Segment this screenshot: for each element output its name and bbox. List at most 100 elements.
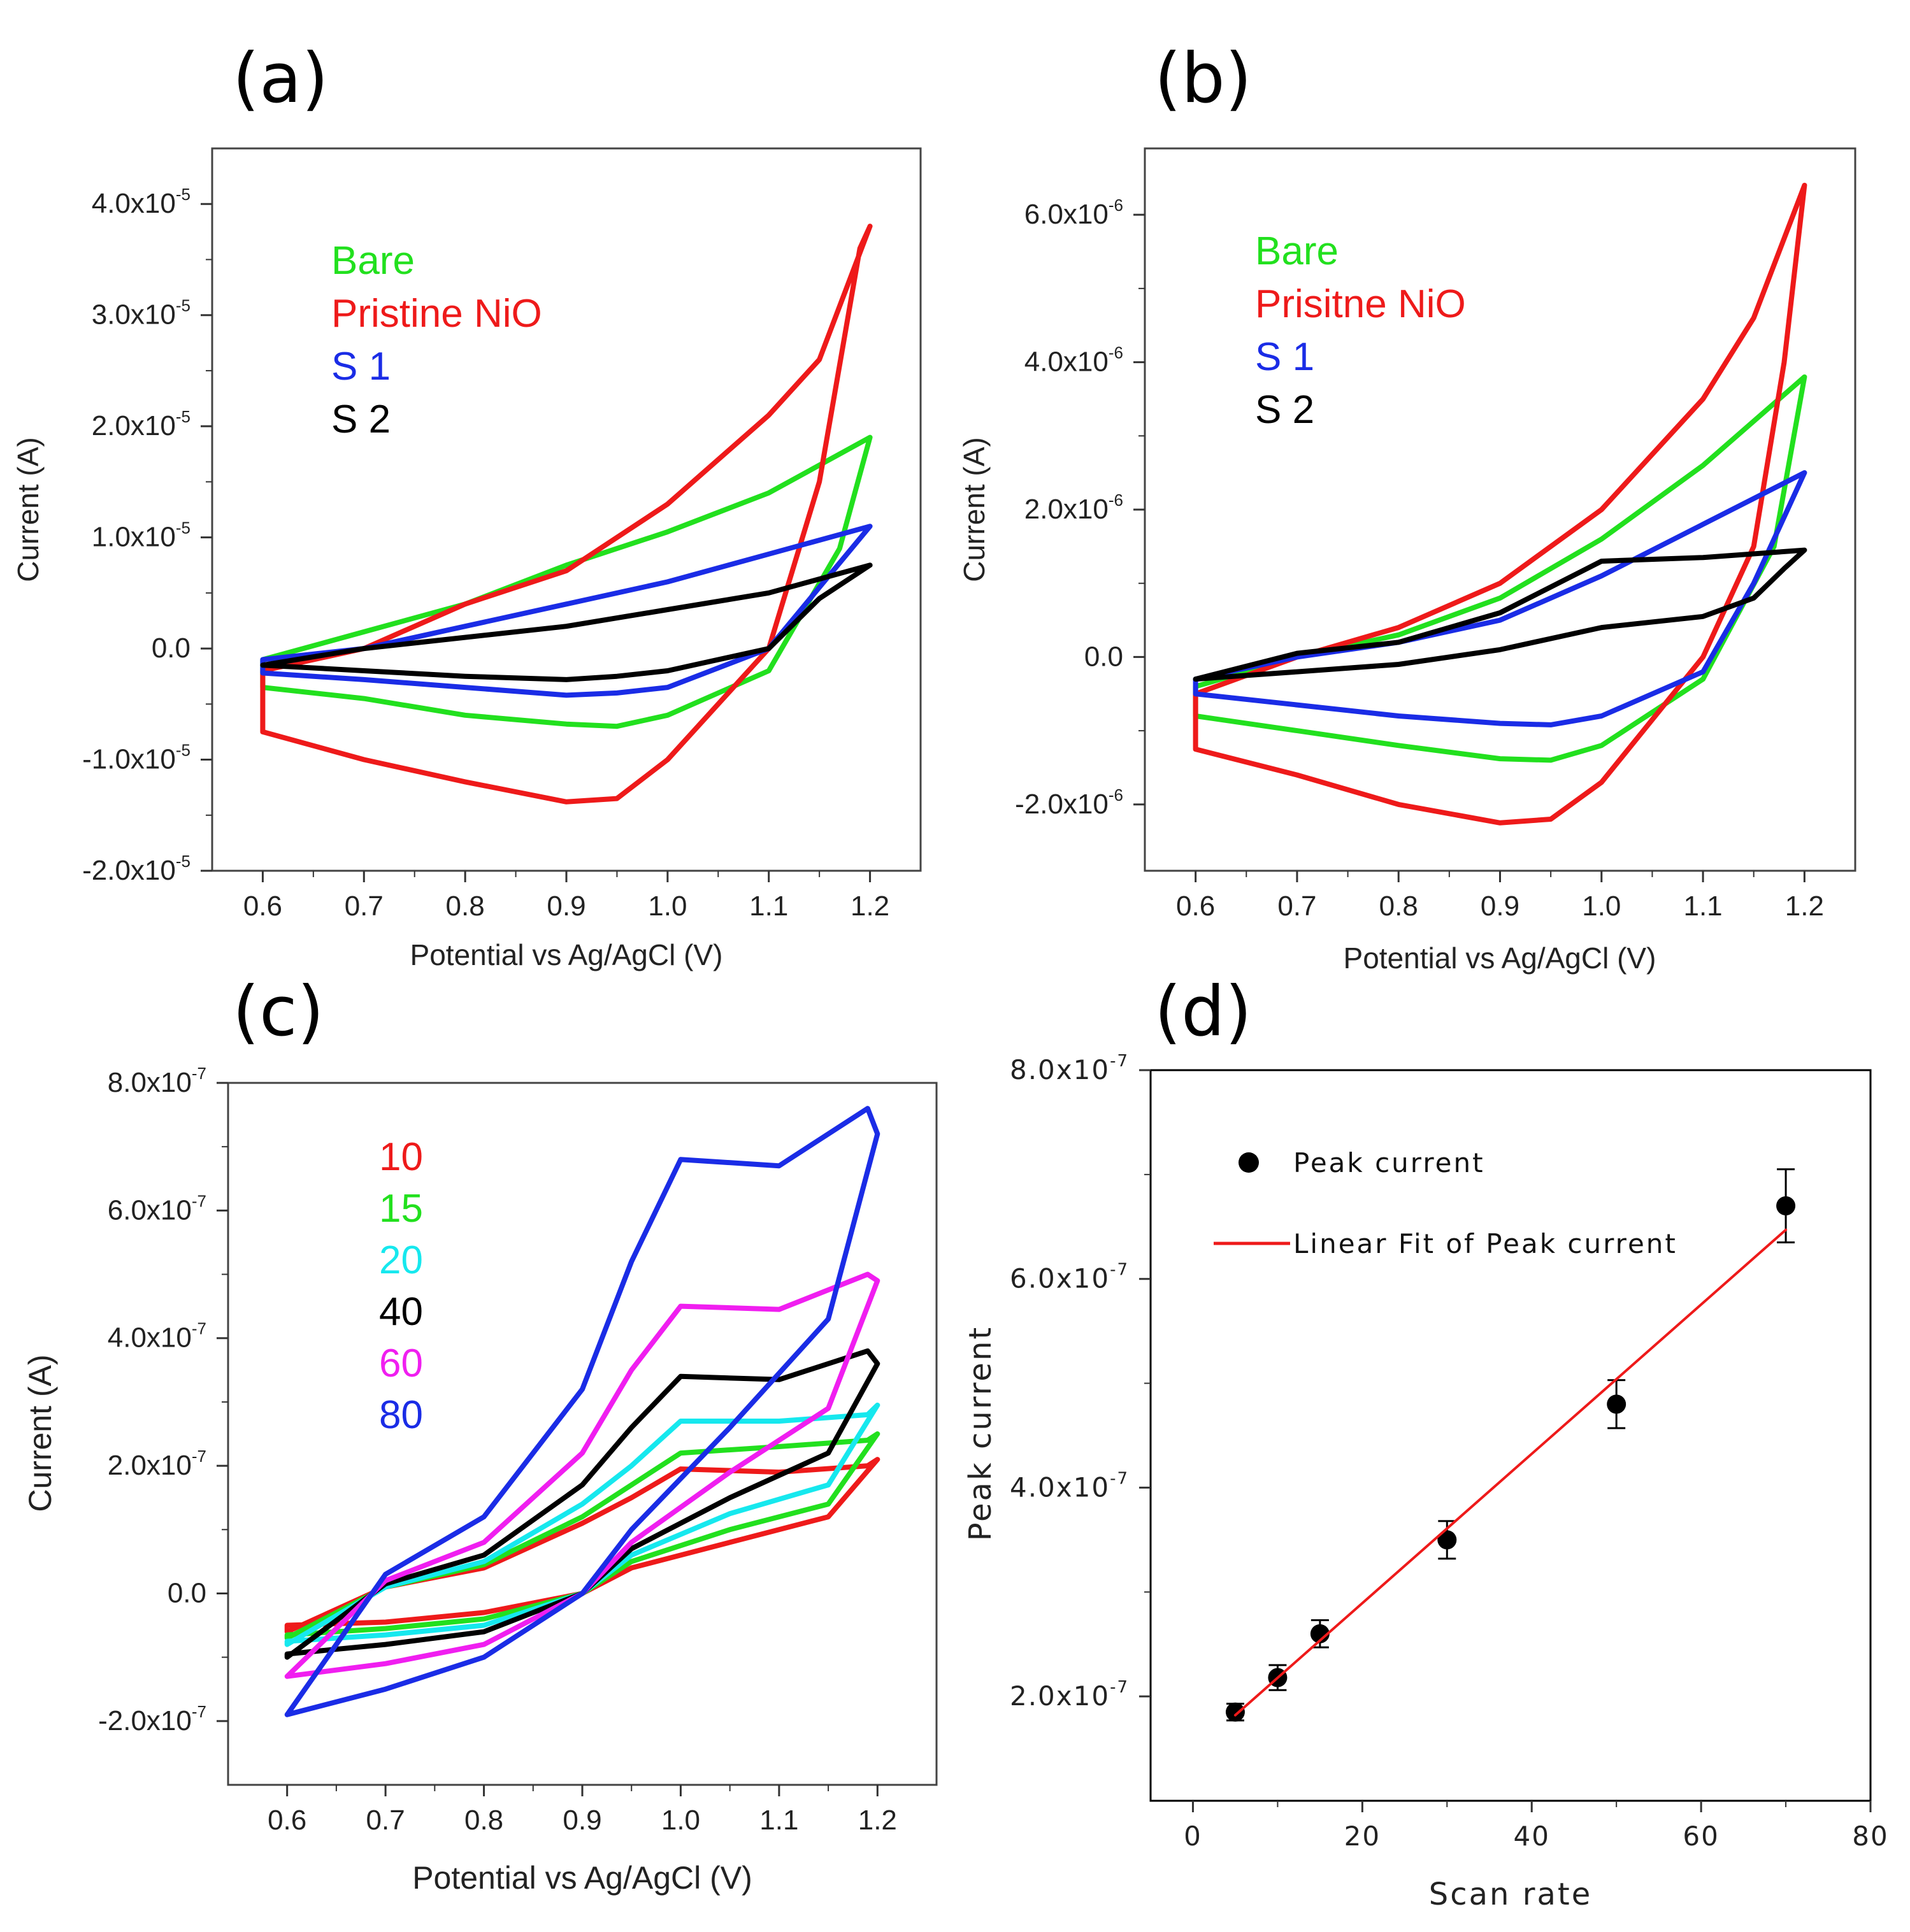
legend-80-c: 80 (379, 1393, 423, 1437)
legend-s1-a: S 1 (331, 345, 391, 389)
x-tick-label: 0.7 (366, 1805, 405, 1836)
x-tick-label: 1.0 (661, 1805, 700, 1836)
chart-panel-b: 0.6 0.7 0.8 0.9 1.0 1.1 1.2 6.0x10-6 4.0x10-6 2.0… (958, 147, 1856, 975)
y-tick-label: 1.0x10-5 (92, 519, 190, 553)
series-line-pristine-nio (260, 224, 873, 805)
x-tick-label: 80 (1852, 1821, 1888, 1852)
legend-bare-a: Bare (331, 239, 415, 283)
legend-s1-b: S 1 (1255, 335, 1314, 379)
y-tick-label: 6.0x10-6 (1024, 196, 1123, 230)
axis-ticks-b: 0.6 0.7 0.8 0.9 1.0 1.1 1.2 6.0x10-6 4.0x10-6 2.0… (1015, 196, 1824, 922)
legend-10-c: 10 (379, 1135, 423, 1179)
y-tick-label: -1.0x10-5 (82, 741, 190, 775)
series-line-s-1 (1193, 470, 1807, 727)
x-tick-label: 1.1 (1683, 891, 1722, 922)
y-axis-label-d: Peak current (963, 1326, 998, 1541)
chart-panel-c: 0.6 0.7 0.8 0.9 1.0 1.1 1.2 8.0x10-7 6.0x10-7 4.0… (22, 1064, 938, 1896)
y-axis-label-a: Current (A) (11, 437, 45, 582)
series-line-s-2 (1193, 547, 1807, 682)
x-tick-label: 0.9 (1481, 891, 1519, 922)
series-line-10 (284, 1457, 880, 1635)
x-tick-label: 0.6 (1176, 891, 1215, 922)
data-point-peak-current (1437, 1530, 1457, 1550)
y-axis-label-c: Current (A) (22, 1354, 58, 1512)
series-group-b (1193, 182, 1807, 826)
x-axis-label-a: Potential vs Ag/AgCl (V) (410, 938, 723, 971)
legend-bare-b: Bare (1255, 229, 1339, 273)
legend-60-c: 60 (379, 1342, 423, 1385)
x-tick-label: 0.6 (243, 891, 282, 922)
panel-label-d: (d) (1154, 972, 1252, 1052)
axis-ticks-c: 0.6 0.7 0.8 0.9 1.0 1.1 1.2 8.0x10-7 6.0x10-7 4.0… (98, 1064, 897, 1836)
series-group-d (1225, 1168, 1796, 1722)
plot-frame-a (211, 147, 922, 872)
x-tick-label: 60 (1683, 1821, 1719, 1852)
legend-40-c: 40 (379, 1290, 423, 1334)
data-point-peak-current (1607, 1394, 1626, 1414)
y-tick-label: 2.0x10-6 (1024, 490, 1123, 525)
y-tick-label: 4.0x10-6 (1024, 343, 1123, 378)
legend-pristine-b: Prisitne NiO (1255, 282, 1466, 326)
x-axis-label-c: Potential vs Ag/AgCl (V) (412, 1860, 752, 1896)
y-tick-label: 0.0 (1084, 641, 1123, 672)
panel-label-a: (a) (233, 39, 328, 118)
y-tick-label: 4.0x10-7 (108, 1319, 206, 1354)
legend-15-c: 15 (379, 1187, 423, 1231)
y-tick-label: 8.0x10-7 (1010, 1052, 1129, 1085)
y-axis-label-b: Current (A) (958, 437, 991, 582)
y-tick-label: -2.0x10-5 (82, 852, 190, 886)
y-tick-label: -2.0x10-6 (1015, 785, 1123, 820)
x-tick-label: 1.1 (759, 1805, 798, 1836)
x-tick-label: 1.0 (1582, 891, 1621, 922)
y-tick-label: 6.0x10-7 (108, 1191, 206, 1226)
data-point-peak-current (1310, 1624, 1330, 1643)
x-axis-label-d: Scan rate (1429, 1877, 1592, 1912)
y-tick-label: 3.0x10-5 (92, 296, 190, 331)
y-tick-label: 4.0x10-7 (1010, 1469, 1129, 1503)
chart-panel-a: 0.6 0.7 0.8 0.9 1.0 1.1 1.2 4.0x10-5 3.0x10-5 2.0… (11, 147, 922, 971)
x-tick-label: 0.7 (345, 891, 384, 922)
legend-pristine-a: Pristine NiO (331, 292, 542, 336)
x-tick-label: 1.0 (648, 891, 687, 922)
x-tick-label: 0.6 (268, 1805, 306, 1836)
x-tick-label: 20 (1344, 1821, 1381, 1852)
series-line-40 (284, 1348, 880, 1660)
axis-ticks-a: 0.6 0.7 0.8 0.9 1.0 1.1 1.2 4.0x10-5 3.0x10-5 2.0… (82, 185, 889, 922)
y-tick-label: 2.0x10-7 (108, 1447, 206, 1481)
panel-label-b: (b) (1154, 39, 1252, 118)
y-tick-label: 8.0x10-7 (108, 1064, 206, 1098)
axis-ticks-d: 0 20 40 60 80 8.0x10-7 6.0x10-7 4.0x10-7 2.0x10-… (1010, 1052, 1888, 1852)
x-tick-label: 0.7 (1277, 891, 1316, 922)
x-tick-label: 0.9 (563, 1805, 601, 1836)
legend-s2-a: S 2 (331, 397, 391, 441)
y-tick-label: 2.0x10-5 (92, 407, 190, 441)
series-group-c (284, 1106, 880, 1717)
legend-linear-fit-d: Linear Fit of Peak current (1293, 1228, 1677, 1259)
x-tick-label: 40 (1514, 1821, 1550, 1852)
y-tick-label: 0.0 (168, 1577, 206, 1608)
series-line-s-1 (260, 524, 873, 698)
x-tick-label: 1.2 (1785, 891, 1824, 922)
series-line-s-2 (260, 562, 873, 682)
x-tick-label: 0.8 (1379, 891, 1418, 922)
chart-panel-d: 0 20 40 60 80 8.0x10-7 6.0x10-7 4.0x10-7 2.0x10-… (963, 1052, 1888, 1912)
x-tick-label: 1.2 (858, 1805, 897, 1836)
x-tick-label: 1.1 (749, 891, 788, 922)
legend-s2-b: S 2 (1255, 388, 1314, 432)
series-line-60 (284, 1271, 880, 1679)
x-tick-label: 0.8 (446, 891, 485, 922)
series-group-a (260, 224, 873, 805)
x-axis-label-b: Potential vs Ag/AgCl (V) (1344, 941, 1656, 975)
y-tick-label: 4.0x10-5 (92, 185, 190, 219)
data-point-peak-current (1225, 1702, 1245, 1722)
series-line-80 (284, 1106, 880, 1717)
y-tick-label: 6.0x10-7 (1010, 1261, 1129, 1294)
series-line-linear-fit-of-peak-current (1233, 1228, 1788, 1717)
legend-peak-current-d: Peak current (1293, 1147, 1485, 1178)
legend-marker-peak-current (1239, 1152, 1259, 1173)
legend-20-c: 20 (379, 1238, 423, 1282)
x-tick-label: 0.9 (547, 891, 585, 922)
x-tick-label: 0.8 (464, 1805, 503, 1836)
x-tick-label: 1.2 (851, 891, 889, 922)
